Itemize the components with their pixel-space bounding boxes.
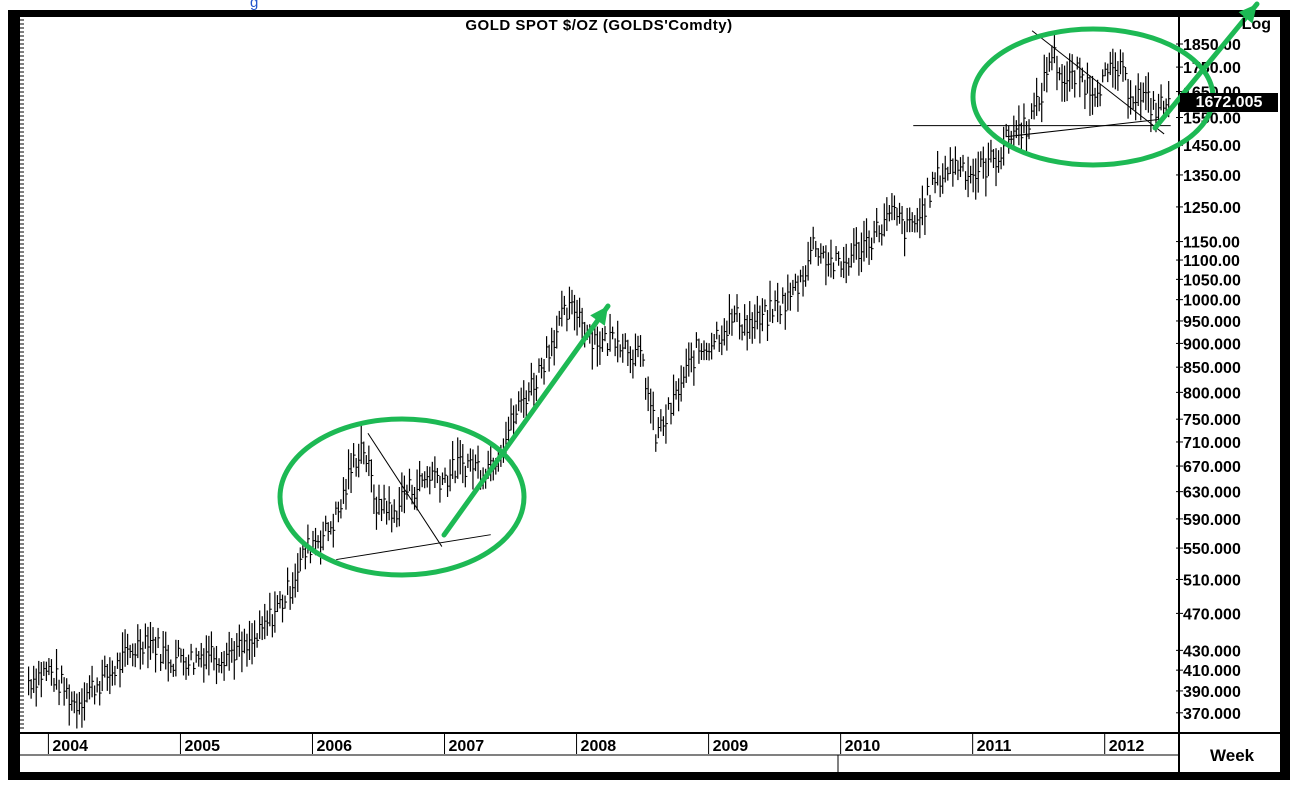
x-tick-label: 2009	[713, 738, 749, 755]
highlight-ellipse-2006	[277, 416, 527, 578]
x-tick-label: 2010	[845, 738, 881, 755]
y-tick-label: 470.000	[1183, 606, 1241, 623]
y-tick-label: 1050.00	[1183, 272, 1241, 289]
y-tick-label: 1250.00	[1183, 200, 1241, 217]
y-tick-label: 430.000	[1183, 643, 1241, 660]
stray-text-fragment: g	[250, 0, 259, 11]
trendline-descending-2011	[1031, 30, 1165, 135]
x-tick-label: 2008	[581, 738, 617, 755]
y-tick-label: 1550.00	[1183, 111, 1241, 128]
y-tick-label: 1350.00	[1183, 168, 1241, 185]
x-axis-panel	[20, 734, 1178, 772]
x-tick-label: 2005	[184, 738, 220, 755]
y-tick-label: 510.000	[1183, 572, 1241, 589]
x-tick-label: 2006	[316, 738, 352, 755]
breakout-arrow-2007	[441, 303, 611, 538]
y-tick-label: 900.000	[1183, 336, 1241, 353]
y-tick-label: 1850.00	[1183, 37, 1241, 54]
y-tick-label: 390.000	[1183, 684, 1241, 701]
periodicity-label: Week	[1210, 746, 1255, 765]
y-tick-label: 370.000	[1183, 706, 1241, 723]
y-tick-label: 850.000	[1183, 360, 1241, 377]
x-tick-label: 2007	[449, 738, 485, 755]
breakout-arrow-2007-head	[590, 306, 608, 326]
y-tick-label: 1000.00	[1183, 293, 1241, 310]
plot-area	[20, 17, 1178, 732]
last-price-badge: 1672.005	[1180, 93, 1278, 112]
y-axis-panel	[1180, 17, 1280, 732]
y-tick-label: 950.000	[1183, 314, 1241, 331]
trendline-ascending-2011	[1005, 118, 1165, 138]
periodicity-panel	[1180, 734, 1280, 772]
breakout-arrow-2012	[1152, 1, 1260, 131]
trendline-descending-2006	[367, 433, 443, 547]
scale-label: Log	[1241, 16, 1271, 33]
y-tick-label: 410.000	[1183, 663, 1241, 680]
y-tick-label: 1100.00	[1183, 253, 1240, 270]
y-tick-label: 710.000	[1183, 435, 1241, 452]
chart-title: GOLD SPOT $/OZ (GOLDS'Comdty)	[465, 17, 733, 34]
y-tick-label: 750.000	[1183, 412, 1241, 429]
y-tick-label: 550.000	[1183, 541, 1241, 558]
x-tick-label: 2011	[977, 738, 1012, 755]
y-tick-label: 800.000	[1183, 385, 1241, 402]
x-tick-label: 2004	[52, 738, 88, 755]
y-tick-label: 630.000	[1183, 485, 1241, 502]
y-tick-label: 590.000	[1183, 512, 1241, 529]
y-tick-label: 670.000	[1183, 459, 1241, 476]
y-tick-label: 1450.00	[1183, 138, 1241, 155]
x-tick-label: 2012	[1109, 738, 1145, 755]
trendline-ascending-2006	[336, 534, 491, 561]
breakout-arrow-2012-head	[1238, 4, 1257, 24]
y-tick-label: 1150.00	[1183, 235, 1240, 252]
